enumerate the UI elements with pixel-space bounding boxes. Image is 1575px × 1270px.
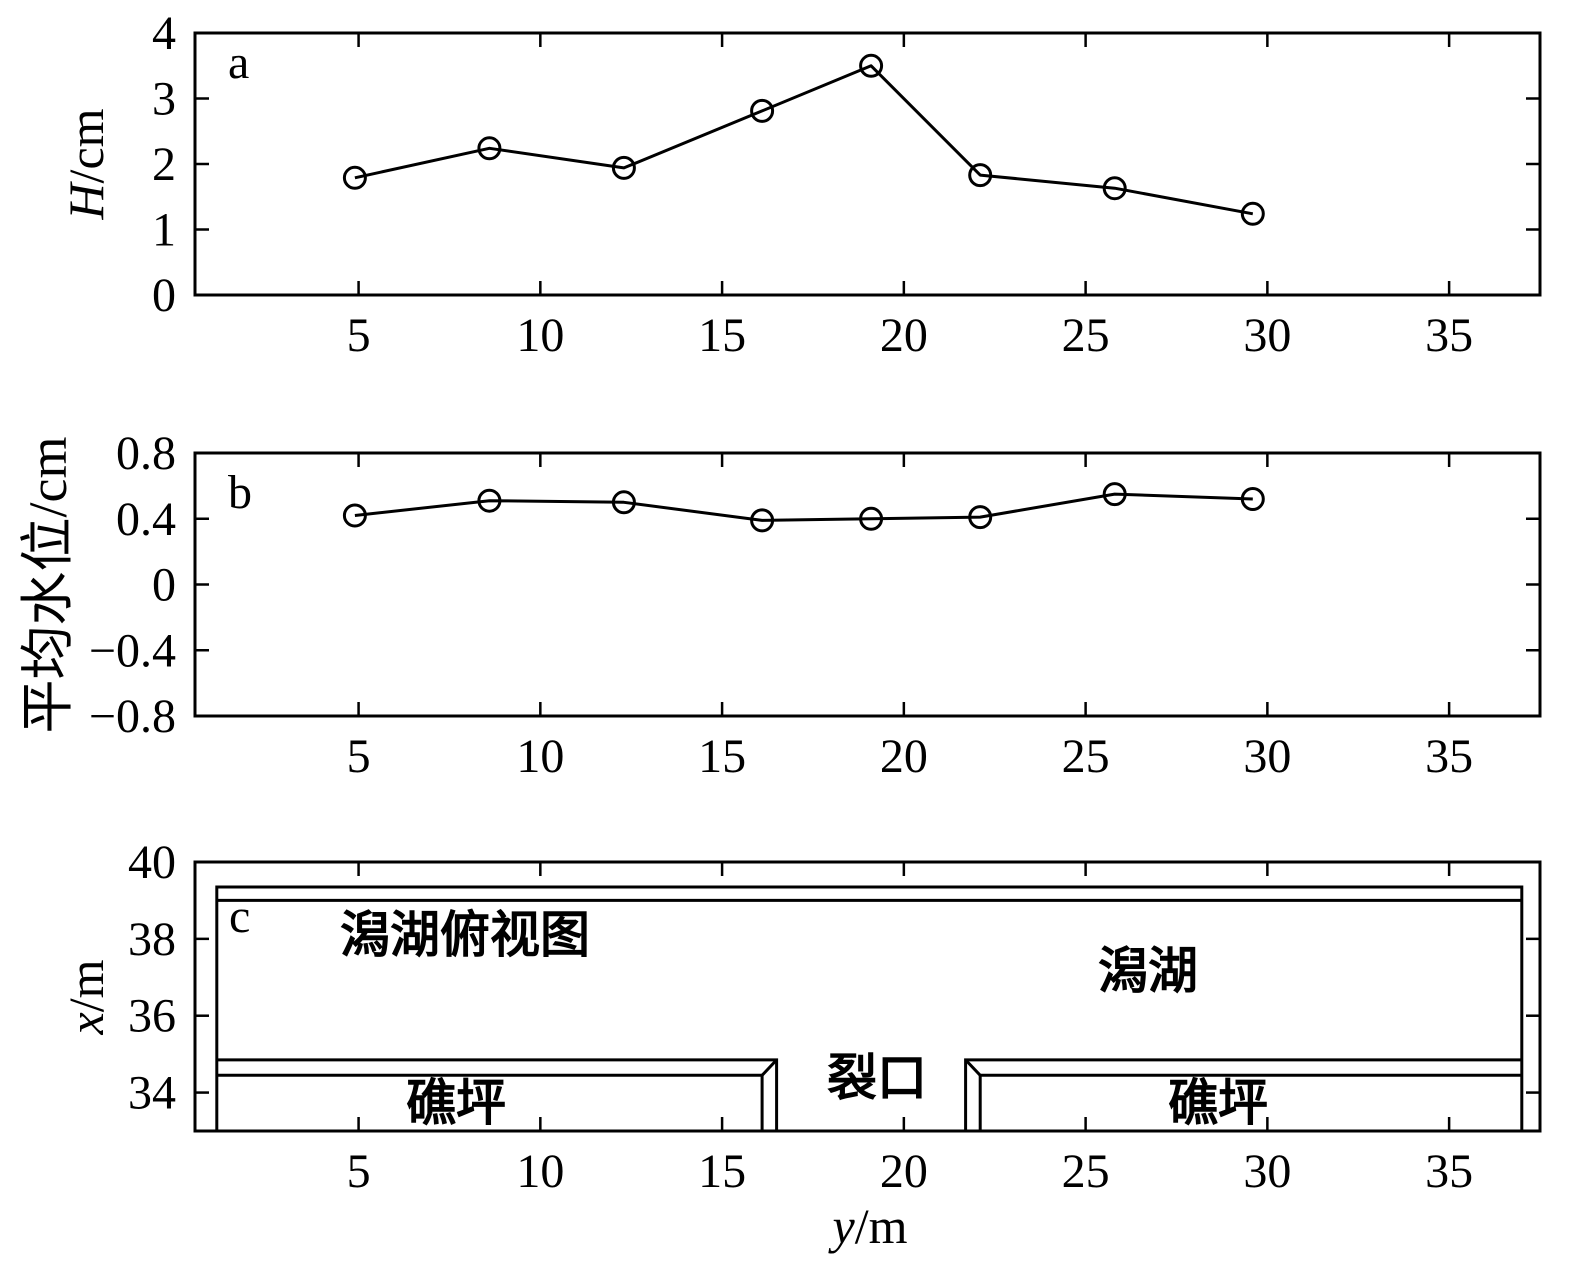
x-tick-label: 30 [1243,1145,1291,1198]
y-tick-label: 3 [152,73,176,126]
series-line [354,64,1254,216]
data-point [1240,201,1265,226]
x-tick-label: 30 [1243,309,1291,362]
panel-c: c x/m y/m 潟湖俯视图 潟湖 裂口 礁坪 礁坪 5 10 15 20 25 30 3… [58,836,1542,1254]
x-tick-label: 15 [698,309,746,362]
x-tick-label: 15 [698,1145,746,1198]
y-tick-label: 40 [128,836,176,889]
data-point [1102,176,1127,201]
data-point [611,155,636,180]
data-point [859,506,884,531]
y-tick-label: 36 [128,990,176,1043]
y-axis-label-variable: H [58,181,114,221]
y-axis-label-b: 平均水位/cm [18,437,78,734]
x-tick-label: 15 [698,730,746,783]
x-tick-label: 10 [516,1145,564,1198]
data-point [342,165,367,190]
y-tick-label: −0.8 [89,690,176,743]
right-reef-flat-label: 礁坪 [1168,1075,1268,1131]
y-tick-label: 38 [128,913,176,966]
axes-frame [193,31,1542,297]
y-tick-label: 4 [152,7,176,60]
data-point [1240,487,1265,511]
data-point [342,503,367,528]
y-tick-label: 0 [152,269,176,322]
x-tick-label: 10 [516,730,564,783]
panel-a: a H/cm 5 10 15 20 25 30 35 0 1 2 3 4 [58,7,1542,362]
plan-view-title: 潟湖俯视图 [340,907,590,963]
x-axis-label-unit: /m [855,1198,908,1254]
y-tick-label: 2 [152,138,176,191]
x-tick-label: 5 [347,1145,371,1198]
left-reef-flat-bevel [761,1058,778,1077]
data-point [477,488,502,513]
data-point [1102,482,1127,507]
y-tick-label: 0.8 [116,427,176,480]
x-tick-label: 5 [347,730,371,783]
series-line [354,492,1253,522]
data-point [611,490,636,515]
x-axis-label-variable: y [828,1198,856,1254]
y-tick-label: 0.4 [116,493,176,546]
axes-frame [193,451,1542,718]
lagoon-outline [215,885,1524,1131]
data-point [477,136,502,161]
x-axis-label-c: y/m [828,1198,908,1254]
x-tick-label: 25 [1062,730,1110,783]
x-tick-label: 20 [880,1145,928,1198]
data-point [968,163,993,188]
gap-label: 裂口 [827,1050,927,1106]
x-tick-label: 35 [1425,730,1473,783]
panel-label-c: c [229,890,250,943]
lagoon-label: 潟湖 [1098,943,1198,999]
y-axis-label-unit: /cm [58,108,114,183]
x-tick-label: 20 [880,730,928,783]
x-tick-label: 35 [1425,309,1473,362]
x-tick-label: 25 [1062,1145,1110,1198]
axes-frame [193,860,1542,1133]
data-point [859,53,884,78]
y-axis-label-variable: x [58,1012,114,1035]
data-point [750,508,775,533]
x-tick-label: 5 [347,309,371,362]
x-tick-label: 30 [1243,730,1291,783]
y-axis-label-c: x/m [58,959,114,1035]
data-point [750,98,775,123]
panel-label-a: a [228,36,249,89]
y-axis-label-unit: /m [58,959,114,1012]
x-tick-label: 10 [516,309,564,362]
data-point [968,505,993,530]
x-tick-label: 20 [880,309,928,362]
panel-label-b: b [228,466,252,519]
left-reef-flat-label: 礁坪 [406,1075,506,1131]
y-tick-label: 34 [128,1067,176,1120]
y-tick-label: 0 [152,559,176,612]
x-tick-label: 35 [1425,1145,1473,1198]
x-tick-label: 25 [1062,309,1110,362]
y-tick-label: −0.4 [89,624,176,677]
panel-b: b 平均水位/cm 5 10 15 20 25 30 35 −0.8 −0.4 0 0.4 0.8 [18,427,1542,783]
y-tick-label: 1 [152,204,176,257]
y-axis-label-a: H/cm [58,108,114,220]
right-reef-flat-bevel [964,1058,982,1077]
